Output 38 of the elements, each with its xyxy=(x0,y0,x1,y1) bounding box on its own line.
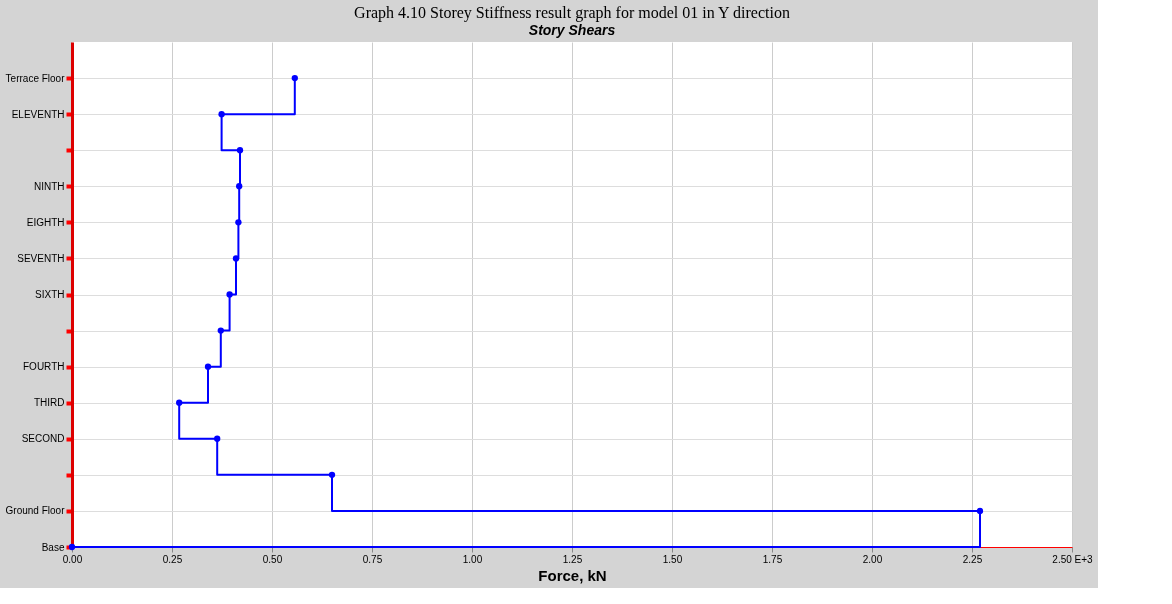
point xyxy=(214,435,221,442)
y-tick-label: FOURTH xyxy=(23,361,65,373)
x-tick-label: 0.50 xyxy=(262,553,283,565)
point xyxy=(976,507,984,515)
x-tick-label: 0.25 xyxy=(162,553,183,565)
y-tick-label: ELEVENTH xyxy=(11,108,65,120)
y-tick-label: SECOND xyxy=(21,433,65,445)
x-tick-label: 1.25 xyxy=(562,553,583,565)
y-tick-label: EIGHTH xyxy=(26,216,65,228)
x-tick-label: 2.25 xyxy=(962,553,983,565)
x-tick-label: 0.00 xyxy=(62,553,83,565)
y-tick-label: Ground Floor xyxy=(5,505,66,517)
point xyxy=(218,110,225,118)
point xyxy=(217,327,224,334)
y-tick-label: NINTH xyxy=(33,180,65,192)
x-axis-title: Force, kN xyxy=(538,566,607,584)
y-tick-label: THIRD xyxy=(33,397,65,409)
point xyxy=(236,147,244,154)
y-tick-label: SIXTH xyxy=(35,289,65,300)
x-tick-label: 1.75 xyxy=(762,553,783,565)
point xyxy=(291,74,298,82)
x-tick-label: 1.00 xyxy=(462,553,483,565)
point xyxy=(236,183,243,190)
x-tick-label: 1.50 xyxy=(662,553,683,565)
point xyxy=(226,291,233,298)
point xyxy=(328,471,336,479)
y-tick-label: SEVENTH xyxy=(17,252,65,264)
point xyxy=(232,255,240,262)
chart-title: Graph 4.10 Storey Stiffness result graph for model 01 in Y direction xyxy=(354,4,790,22)
point xyxy=(204,363,212,370)
point xyxy=(176,399,183,406)
y-tick-label: Base xyxy=(41,541,65,553)
x-tick-label: 0.75 xyxy=(362,553,383,565)
point xyxy=(235,219,242,226)
x-tick-label: 2.50 E+3 xyxy=(1052,553,1094,565)
y-tick-label: Terrace Floor xyxy=(5,72,66,84)
chart-subtitle: Story Shears xyxy=(528,22,616,38)
x-tick-label: 2.00 xyxy=(862,553,883,565)
